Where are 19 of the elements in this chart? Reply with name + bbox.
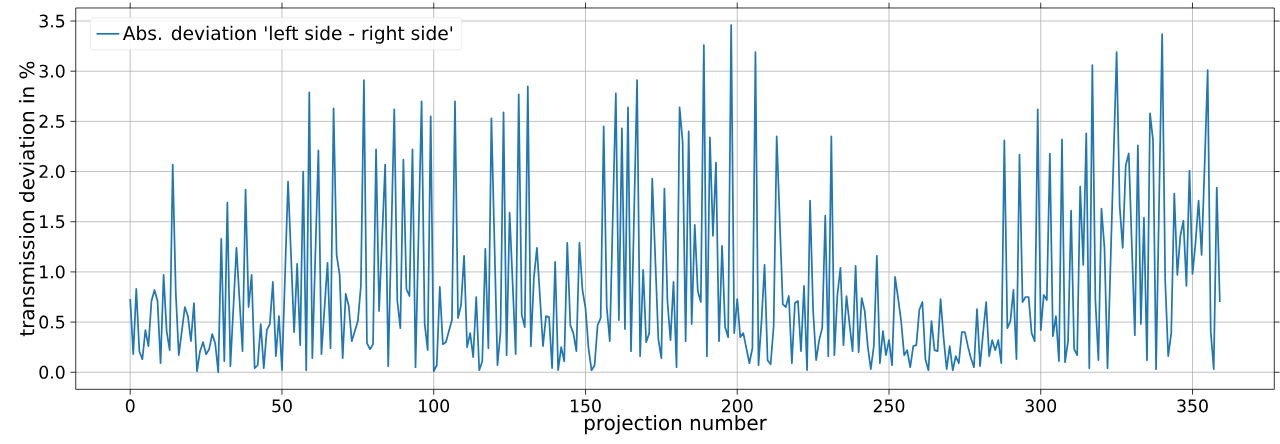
x-tick-label: 50 [272,399,292,413]
x-tick-label: 250 [873,399,905,413]
y-tick-label: 3.0 [39,64,65,78]
y-tick-label: 1.5 [40,215,65,228]
x-tick-label: 0 [125,399,135,413]
x-tick-label: 350 [1177,399,1208,413]
y-tick-label: 2.0 [39,164,65,178]
x-tick-label: 200 [722,399,753,413]
x-axis-title: projection number [585,414,767,434]
y-tick-label: 0.0 [39,365,65,379]
x-tick-label: 100 [419,399,450,413]
y-tick-label: 3.5 [39,14,65,28]
x-tick-label: 300 [1025,399,1057,413]
y-tick-label: 2.5 [39,114,65,128]
y-tick-label: 0.5 [39,315,65,329]
y-tick-label: 1.0 [40,265,65,279]
y-axis-title: transmission deviation in % [19,61,35,336]
legend-label: Abs. deviation 'left side - right side' [122,25,453,44]
x-tick-label: 150 [570,399,601,413]
